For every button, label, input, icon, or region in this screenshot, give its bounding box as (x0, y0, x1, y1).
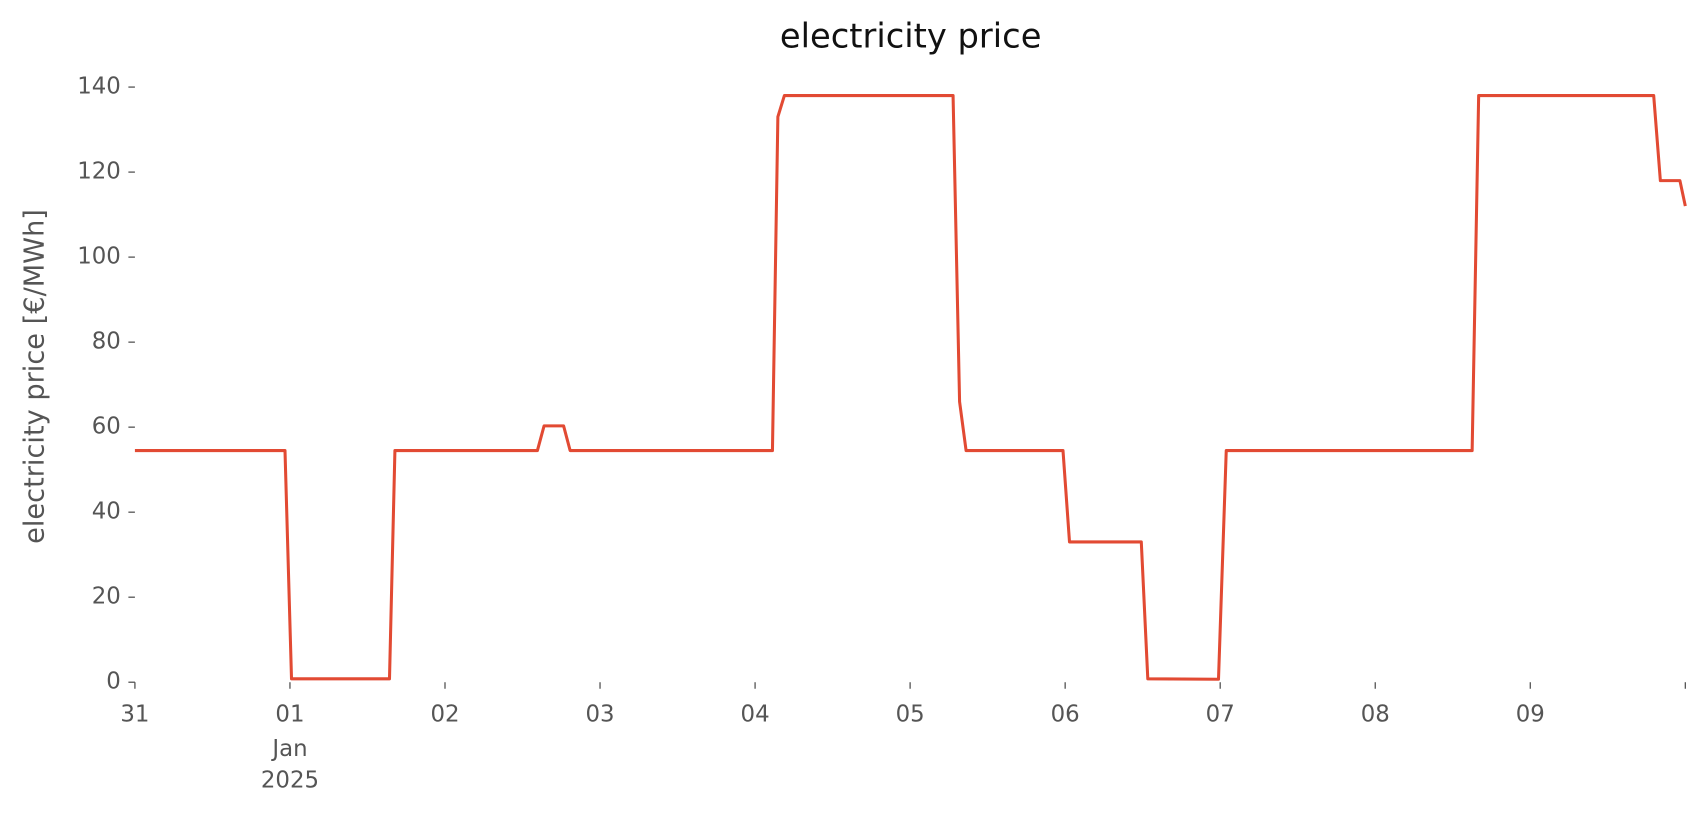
x-tick-label: 06 (1051, 701, 1080, 727)
price-line (134, 94, 1687, 681)
x-tick-label: 03 (586, 701, 615, 727)
y-tick-label: 40 (92, 499, 121, 525)
x-tick-label: 31 (120, 701, 149, 727)
y-tick-label: 0 (106, 669, 121, 695)
chart-title: electricity price (780, 17, 1042, 56)
x-tick-label: 09 (1516, 701, 1545, 727)
x-tick-label: 08 (1361, 701, 1390, 727)
y-tick-label: 60 (92, 414, 121, 440)
y-tick-label: 140 (77, 74, 121, 100)
y-axis-label: electricity price [€/MWh] (19, 209, 50, 544)
x-period-label: 2025 (261, 768, 319, 794)
y-tick-label: 80 (92, 329, 121, 355)
x-tick-label: 01 (275, 701, 304, 727)
y-tick-label: 100 (77, 244, 121, 270)
y-tick-label: 20 (92, 584, 121, 610)
x-tick-label: 07 (1206, 701, 1235, 727)
x-tick-label: 02 (430, 701, 459, 727)
y-tick-label: 120 (77, 159, 121, 185)
x-period-label: Jan (270, 736, 307, 762)
x-tick-label: 04 (741, 701, 770, 727)
x-tick-label: 05 (896, 701, 925, 727)
